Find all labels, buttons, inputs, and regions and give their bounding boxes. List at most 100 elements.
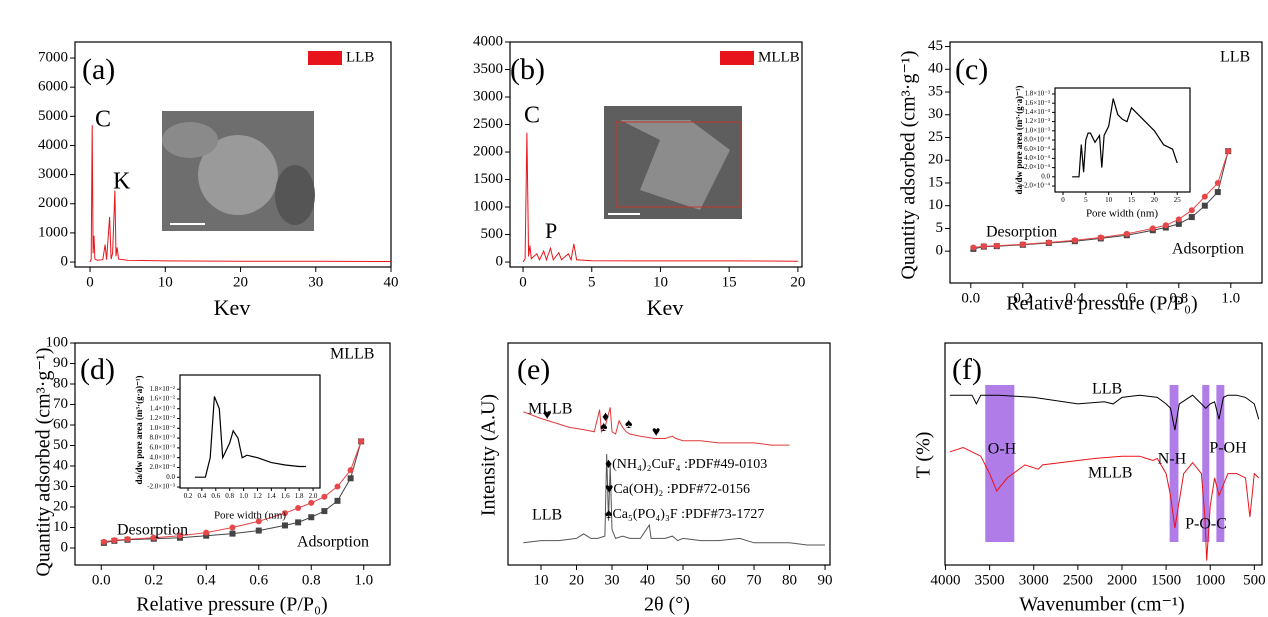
y-tick-label: 0.0: [1041, 172, 1050, 180]
y-tick-label: 0: [936, 243, 944, 259]
y-tick-label: 4000: [38, 137, 68, 153]
marker: [358, 438, 365, 445]
marker: [255, 527, 262, 534]
annotation: ♠Ca₅(PO₄)₃F :PDF#73-1727: [605, 507, 764, 522]
x-tick-label: 0.0: [92, 573, 111, 589]
x-tick-label: 0.4: [198, 492, 207, 500]
series-line: [89, 125, 392, 263]
x-tick-label: 10: [534, 573, 549, 589]
annotation: Adsorption: [297, 534, 369, 551]
y-axis-label: Quantity adsorbed (cm³·g⁻¹): [33, 347, 55, 576]
marker: [321, 508, 328, 515]
annotation: Desorption: [117, 522, 188, 539]
x-axis-label: Kev: [647, 295, 684, 320]
y-tick-label: 20: [928, 152, 943, 168]
x-tick-label: 5: [588, 275, 596, 291]
marker: [1188, 214, 1195, 221]
series-line: [522, 132, 798, 263]
annotation: MLLB: [330, 346, 374, 363]
x-tick-label: 0.2: [144, 573, 163, 589]
x-tick-label: 4000: [931, 573, 961, 589]
band: [1202, 385, 1210, 542]
x-tick-label: 10: [1105, 196, 1113, 204]
x-tick-label: 500: [1243, 573, 1266, 589]
band: [1169, 385, 1179, 542]
marker: [970, 244, 977, 251]
x-tick-label: 20: [569, 573, 584, 589]
band-label: O-H: [988, 441, 1017, 458]
marker: [1225, 148, 1232, 155]
marker: [1201, 193, 1208, 200]
y-tick-label: 4.0×10⁻³: [150, 453, 176, 461]
annotation: ♦(NH₄)₂CuF₄ :PDF#49-0103: [605, 457, 767, 472]
annotation: (e): [517, 353, 550, 386]
y-axis-label: Quantity adsorbed (cm³·g⁻¹): [898, 50, 920, 279]
band-label: N-H: [1158, 451, 1187, 468]
marker: [100, 538, 107, 545]
annotation: P: [545, 218, 557, 243]
marker: [980, 243, 987, 250]
y-tick-label: 1.2×10⁻²: [150, 414, 176, 422]
y-tick-label: 4.0×10⁻⁴: [1024, 154, 1050, 162]
annotation: ♠: [625, 417, 633, 432]
series-line: [523, 453, 825, 546]
x-tick-label: 70: [747, 573, 762, 589]
x-tick-label: 1.6: [281, 492, 290, 500]
series-line: [1072, 98, 1178, 178]
x-tick-label: 1500: [1151, 573, 1181, 589]
y-tick-label: 2.0×10⁻³: [150, 463, 176, 471]
plot-frame: [74, 41, 392, 268]
y-tick-label: 40: [928, 61, 943, 77]
marker: [150, 534, 157, 541]
y-tick-label: 5: [936, 220, 944, 236]
marker: [1097, 234, 1104, 241]
plot-frame: [507, 342, 831, 566]
y-tick-label: 1.6×10⁻²: [150, 395, 176, 403]
x-tick-label: 1.4: [267, 492, 276, 500]
marker: [1019, 241, 1026, 248]
y-tick-label: 3000: [38, 166, 68, 182]
x-tick-label: 25: [1174, 196, 1182, 204]
annotation: (a): [82, 53, 115, 86]
annotation: ♥: [652, 425, 660, 440]
x-tick-label: 0.8: [302, 573, 321, 589]
x-tick-label: 0: [86, 275, 94, 291]
y-tick-label: 0: [496, 253, 504, 269]
x-tick-label: 0: [1061, 196, 1065, 204]
y-tick-label: 1.8×10⁻²: [150, 385, 176, 393]
x-axis-label: Kev: [214, 295, 251, 320]
annotation: ♥Ca(OH)₂ :PDF#72-0156: [605, 482, 750, 497]
x-tick-label: 2000: [1107, 573, 1137, 589]
x-tick-label: 0: [519, 275, 527, 291]
annotation: MLLB: [528, 401, 572, 418]
sem-image-b: [604, 106, 742, 219]
legend-label: LLB: [346, 49, 374, 65]
y-tick-label: 1.6×10⁻³: [1025, 99, 1051, 107]
y-tick-label: 6.0×10⁻³: [150, 443, 176, 451]
plot-frame: [179, 374, 321, 489]
x-tick-label: 0.8: [1169, 291, 1188, 307]
marker: [1201, 202, 1208, 209]
marker: [1071, 237, 1078, 244]
annotation: Adsorption: [1172, 241, 1244, 258]
marker: [111, 537, 118, 544]
marker: [1214, 189, 1221, 196]
x-tick-label: 90: [818, 573, 833, 589]
y-tick-label: 30: [928, 106, 943, 122]
band-label: P-OH: [1209, 440, 1247, 457]
annotation: LLB: [532, 507, 562, 524]
x-tick-label: 20: [790, 275, 805, 291]
annotation: LLB: [1092, 381, 1122, 398]
x-tick-label: 1.8: [295, 492, 304, 500]
x-axis-label: Relative pressure (P/P₀): [136, 594, 327, 616]
inset-background: [1055, 88, 1190, 192]
x-tick-label: 20: [233, 275, 248, 291]
band: [985, 385, 1015, 542]
y-tick-label: 2000: [473, 143, 503, 159]
x-tick-label: 3500: [975, 573, 1005, 589]
annotation: ♦: [602, 410, 609, 425]
y-tick-label: 8.0×10⁻³: [150, 434, 176, 442]
y-tick-label: 1.0×10⁻²: [150, 424, 176, 432]
x-tick-label: 1.0: [239, 492, 248, 500]
y-tick-label: 1.2×10⁻³: [1025, 117, 1051, 125]
